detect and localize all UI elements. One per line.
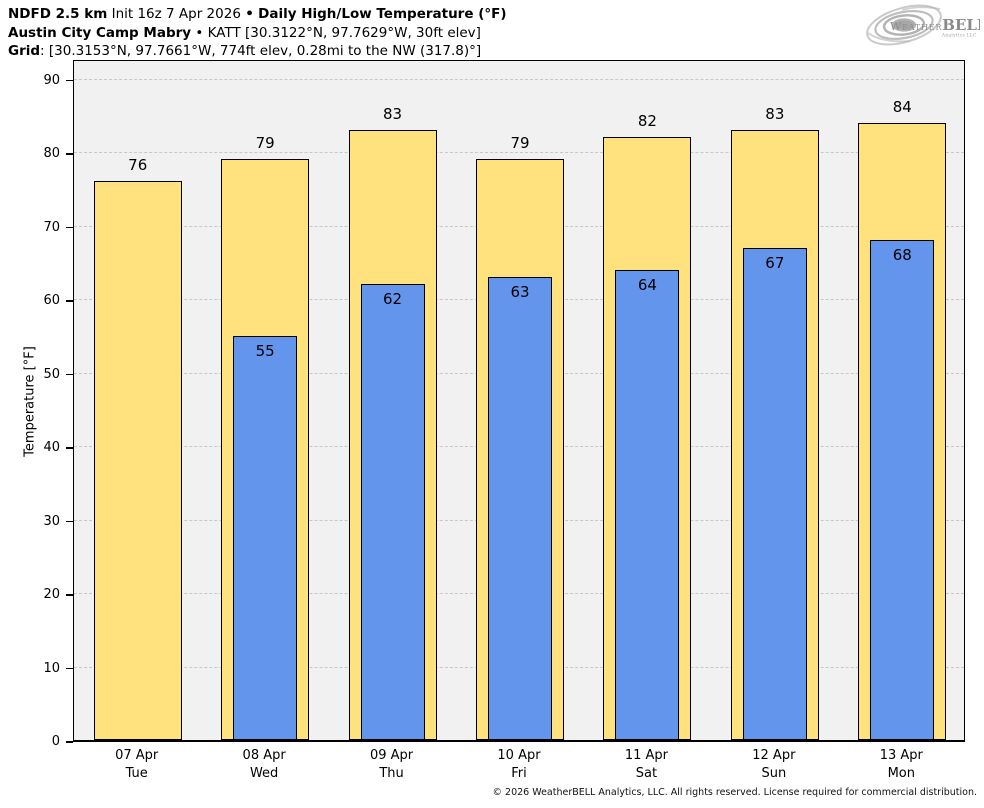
x-tick-day: Mon bbox=[887, 765, 915, 781]
y-tick-label: 40 bbox=[43, 440, 60, 456]
y-axis-title: Temperature [°F] bbox=[22, 346, 38, 457]
gridline-90 bbox=[74, 78, 964, 80]
x-tick-date: 09 Apr bbox=[369, 748, 414, 763]
y-tick-label: 80 bbox=[43, 146, 60, 162]
plot-area: 76 79 55 83 62 79 63 82 64 83 67 84 68 bbox=[73, 60, 965, 742]
hurricane-swirl-icon bbox=[866, 4, 942, 46]
x-tick-date: 07 Apr bbox=[115, 748, 159, 763]
low-bar bbox=[742, 247, 807, 740]
product-title: Daily High/Low Temperature (°F) bbox=[258, 6, 507, 22]
x-tick-day: Fri bbox=[511, 765, 527, 781]
logo-text-bell: BELL bbox=[942, 16, 980, 34]
separator-dot: • bbox=[195, 24, 204, 41]
y-tick-label: 20 bbox=[43, 587, 60, 603]
y-tick-mark bbox=[66, 667, 73, 669]
x-tick-label: 07 Apr Tue bbox=[74, 747, 200, 782]
high-value-label: 79 bbox=[510, 134, 530, 153]
header-line-2: Austin City Camp Mabry • KATT [30.3122°N… bbox=[8, 24, 507, 43]
low-bar bbox=[233, 335, 298, 740]
logo-subtitle: Analytics LLC bbox=[941, 33, 977, 38]
y-tick-mark bbox=[66, 447, 73, 449]
x-tick-label: 09 Apr Thu bbox=[329, 747, 455, 782]
x-tick-day: Sat bbox=[635, 765, 658, 781]
y-tick-mark bbox=[66, 594, 73, 596]
x-tick-date: 11 Apr bbox=[624, 748, 668, 763]
high-value-label: 83 bbox=[383, 105, 403, 124]
x-tick-date: 13 Apr bbox=[879, 748, 923, 763]
separator-dot: • bbox=[245, 6, 254, 22]
x-tick-day: Tue bbox=[125, 765, 148, 781]
high-value-label: 76 bbox=[128, 156, 148, 175]
low-bar bbox=[870, 240, 935, 740]
low-value-label: 68 bbox=[892, 246, 912, 265]
x-tick-date: 08 Apr bbox=[242, 748, 286, 763]
low-value-label: 64 bbox=[637, 275, 657, 294]
x-tick-day: Thu bbox=[379, 765, 404, 781]
x-tick-day: Wed bbox=[249, 765, 279, 781]
low-bar bbox=[488, 277, 552, 740]
x-tick-label: 10 Apr Fri bbox=[456, 747, 582, 782]
y-tick-label: 70 bbox=[43, 219, 60, 235]
y-tick-label: 50 bbox=[43, 366, 60, 382]
y-tick-label: 10 bbox=[43, 660, 60, 676]
y-tick-mark bbox=[66, 373, 73, 376]
low-bar bbox=[615, 269, 680, 740]
x-tick-day: Sun bbox=[761, 765, 787, 781]
y-tick-label: 60 bbox=[43, 293, 60, 309]
y-tick-mark bbox=[66, 153, 73, 155]
y-tick-mark bbox=[66, 79, 73, 82]
low-bar bbox=[360, 284, 425, 740]
low-value-label: 63 bbox=[510, 283, 530, 302]
x-tick-date: 12 Apr bbox=[752, 748, 796, 763]
grid-label: Grid bbox=[8, 43, 41, 59]
station-details: KATT [30.3122°N, 97.7629°W, 30ft elev] bbox=[207, 24, 481, 41]
x-tick-label: 12 Apr Sun bbox=[711, 747, 837, 782]
low-value-label: 62 bbox=[383, 290, 403, 309]
high-value-label: 79 bbox=[255, 134, 275, 153]
low-value-label: 67 bbox=[765, 253, 785, 272]
high-bar bbox=[93, 181, 182, 740]
init-time: Init 16z 7 Apr 2026 bbox=[111, 6, 241, 22]
x-tick-label: 13 Apr Mon bbox=[838, 747, 964, 782]
svg-text:WeatherBELL: WeatherBELL bbox=[890, 16, 980, 34]
y-tick-label: 30 bbox=[43, 513, 60, 529]
y-tick-mark bbox=[66, 300, 73, 302]
header-line-3: Grid: [30.3153°N, 97.7661°W, 774ft elev,… bbox=[8, 42, 507, 61]
grid-details: : [30.3153°N, 97.7661°W, 774ft elev, 0.2… bbox=[40, 43, 482, 59]
gridline-80 bbox=[74, 152, 964, 154]
y-tick-mark bbox=[66, 226, 73, 229]
x-tick-date: 10 Apr bbox=[497, 748, 541, 763]
x-tick-label: 11 Apr Sat bbox=[583, 747, 709, 782]
model-name: NDFD 2.5 km bbox=[8, 6, 108, 22]
y-tick-label: 90 bbox=[43, 72, 60, 88]
x-tick-label: 08 Apr Wed bbox=[201, 747, 327, 782]
y-tick-mark bbox=[66, 741, 73, 743]
low-value-label: 55 bbox=[255, 341, 275, 360]
high-value-label: 84 bbox=[892, 97, 912, 116]
station-name: Austin City Camp Mabry bbox=[8, 24, 192, 41]
logo-text-weather: Weather bbox=[890, 20, 942, 33]
header-line-1: NDFD 2.5 km Init 16z 7 Apr 2026 • Daily … bbox=[8, 5, 507, 24]
chart-header: NDFD 2.5 km Init 16z 7 Apr 2026 • Daily … bbox=[8, 5, 507, 61]
y-tick-label: 0 bbox=[51, 734, 60, 749]
high-value-label: 83 bbox=[765, 105, 785, 124]
y-tick-mark bbox=[66, 520, 73, 523]
copyright-notice: © 2026 WeatherBELL Analytics, LLC. All r… bbox=[492, 787, 977, 798]
high-value-label: 82 bbox=[637, 112, 657, 131]
weatherbell-logo: WeatherBELL Analytics LLC bbox=[866, 4, 980, 46]
